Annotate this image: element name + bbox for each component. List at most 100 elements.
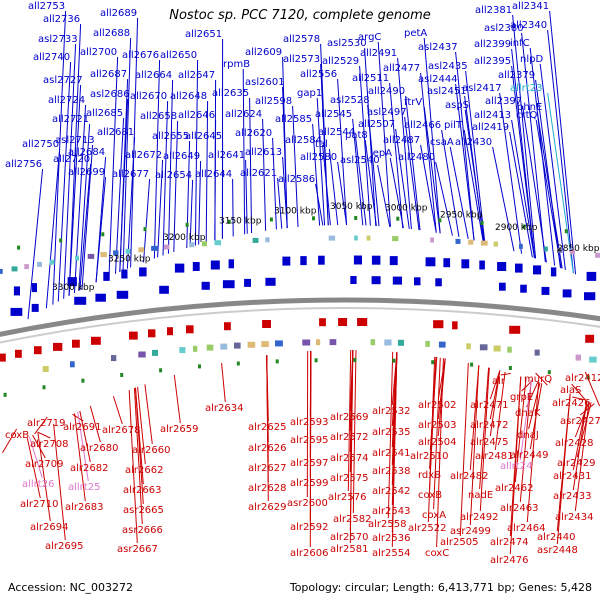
kbp-label: 3000 kbp bbox=[385, 204, 428, 214]
feature-block bbox=[67, 277, 77, 287]
feature-block bbox=[148, 329, 156, 338]
gene-line bbox=[144, 384, 153, 445]
feature-block bbox=[480, 240, 488, 246]
feature-block bbox=[210, 260, 220, 270]
kbp-label: 3100 kbp bbox=[274, 207, 317, 217]
feature-block bbox=[159, 285, 169, 294]
gene-label: alr2592 bbox=[290, 522, 328, 533]
feature-block bbox=[234, 342, 241, 349]
gene-line bbox=[535, 372, 548, 386]
gene-label: all2649 bbox=[163, 151, 200, 162]
gene-line bbox=[78, 123, 91, 291]
feature-block bbox=[103, 271, 110, 281]
gene-label: alr2710 bbox=[20, 499, 58, 510]
gene-label: all2645 bbox=[185, 131, 222, 142]
feature-block bbox=[433, 320, 444, 329]
gene-line bbox=[79, 163, 92, 291]
gene-label: all2609 bbox=[245, 47, 282, 58]
gene-line bbox=[186, 140, 191, 249]
feature-block bbox=[252, 237, 259, 243]
feature-block bbox=[129, 331, 138, 340]
feature-block bbox=[557, 247, 562, 253]
feature-block bbox=[338, 318, 348, 326]
gene-line bbox=[312, 123, 321, 226]
gene-line bbox=[514, 378, 527, 483]
gene-label: alr2482 bbox=[450, 471, 488, 482]
feature-block bbox=[265, 237, 270, 243]
gene-label: asr2427 bbox=[560, 416, 600, 427]
gene-line bbox=[316, 97, 326, 226]
gene-line bbox=[45, 148, 61, 309]
gene-line bbox=[389, 82, 404, 229]
gene-label: alr2503 bbox=[418, 420, 456, 431]
feature-block bbox=[75, 255, 79, 261]
feature-block bbox=[116, 290, 129, 299]
kbp-label: 2850 kbp bbox=[557, 244, 600, 254]
feature-block bbox=[452, 321, 458, 330]
gene-line bbox=[272, 137, 277, 230]
feature-block bbox=[319, 318, 326, 327]
gene-label: alr2581 bbox=[330, 544, 368, 555]
gene-line bbox=[535, 79, 561, 268]
gene-line bbox=[387, 351, 394, 519]
gene-label: grpE bbox=[510, 392, 533, 403]
gene-line bbox=[500, 373, 511, 376]
gene-line bbox=[134, 387, 144, 505]
backbone-highlight bbox=[0, 307, 600, 344]
feature-block bbox=[493, 345, 501, 352]
gene-line bbox=[572, 400, 588, 471]
gene-label: alr2535 bbox=[372, 427, 410, 438]
gene-label: all2664 bbox=[135, 70, 172, 81]
gene-line bbox=[526, 382, 540, 523]
scale-tick bbox=[392, 358, 396, 363]
scale-tick bbox=[353, 358, 357, 362]
gene-label: alr2558 bbox=[368, 519, 406, 530]
gene-line bbox=[455, 51, 475, 241]
gene-label: alr2412 bbox=[565, 373, 600, 384]
gene-line bbox=[282, 156, 288, 229]
feature-block bbox=[544, 246, 548, 252]
gene-label: alr2431 bbox=[553, 471, 591, 482]
feature-block bbox=[425, 257, 436, 267]
gene-label: alr2433 bbox=[553, 491, 591, 502]
gene-label: rdxB bbox=[418, 470, 441, 481]
feature-block bbox=[100, 252, 107, 258]
gene-label: all2756 bbox=[5, 159, 42, 170]
scale-tick bbox=[17, 245, 21, 250]
feature-block bbox=[214, 240, 222, 246]
gene-label: asr2665 bbox=[123, 505, 164, 516]
feature-block bbox=[206, 344, 214, 351]
gene-label: alr2505 bbox=[440, 537, 478, 548]
gene-line bbox=[572, 396, 587, 401]
scale-tick bbox=[354, 216, 358, 220]
gene-label: alr2504 bbox=[418, 437, 456, 448]
gene-line bbox=[173, 120, 179, 252]
feature-block bbox=[10, 307, 23, 316]
gene-line bbox=[535, 119, 562, 269]
feature-block bbox=[74, 296, 87, 305]
feature-block bbox=[244, 278, 251, 287]
feature-block bbox=[519, 243, 523, 249]
gene-label: all2687 bbox=[90, 69, 127, 80]
feature-block bbox=[461, 259, 470, 269]
gene-label: asl2528 bbox=[330, 95, 370, 106]
gene-line bbox=[32, 434, 46, 459]
gene-line bbox=[436, 358, 444, 548]
feature-block bbox=[186, 325, 194, 334]
kbp-label: 3050 kbp bbox=[330, 202, 373, 212]
gene-label: alr2683 bbox=[65, 502, 103, 513]
scale-tick bbox=[480, 221, 484, 225]
gene-line bbox=[194, 59, 199, 246]
gene-label: alr2691 bbox=[63, 422, 101, 433]
gene-line bbox=[221, 362, 226, 403]
gene-line bbox=[108, 56, 119, 277]
gene-label: coxC bbox=[425, 548, 449, 559]
scale-tick bbox=[547, 370, 551, 375]
gene-label: phnE bbox=[517, 102, 542, 113]
gene-label: alr2536 bbox=[372, 533, 410, 544]
gene-label: all2430 bbox=[455, 137, 492, 148]
feature-block bbox=[371, 276, 381, 285]
gene-line bbox=[547, 29, 574, 274]
feature-block bbox=[595, 252, 600, 258]
gene-label: all2584 bbox=[285, 135, 322, 146]
